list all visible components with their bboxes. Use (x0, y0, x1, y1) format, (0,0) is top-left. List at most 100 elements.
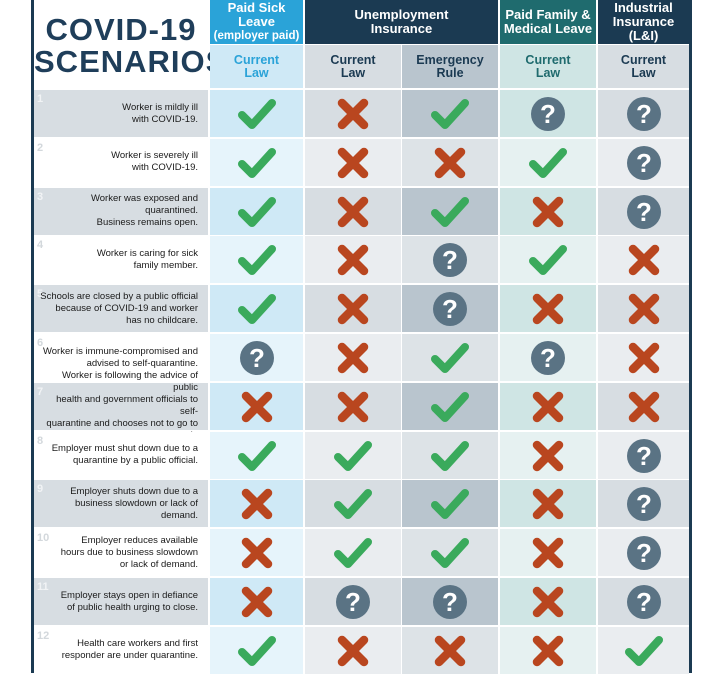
scenario-text: Employer shuts down due to a business slo… (38, 480, 198, 527)
svg-text:?: ? (345, 587, 361, 617)
header-psl-line-2: (employer paid) (213, 30, 300, 42)
question-icon: ? (624, 533, 664, 573)
status-cell (305, 334, 401, 381)
check-icon (430, 338, 470, 378)
status-cell (305, 285, 401, 333)
svg-text:?: ? (442, 294, 458, 324)
question-icon: ? (333, 582, 373, 622)
subheader-ui-emergency-line-2: Rule (436, 65, 464, 80)
check-icon (237, 94, 277, 134)
question-icon: ? (528, 338, 568, 378)
scenario-text-line: family member. (133, 259, 198, 271)
question-icon: ? (528, 94, 568, 134)
scenario-cell: 12 Health care workers and first responder… (34, 626, 208, 674)
status-cell (500, 431, 596, 479)
check-icon (333, 436, 373, 476)
scenario-text-line: Schools are closed by a public official (40, 290, 198, 302)
check-icon (430, 484, 470, 524)
status-cell (500, 480, 596, 528)
question-icon: ? (237, 338, 277, 378)
cross-icon (237, 387, 277, 427)
check-icon (528, 240, 568, 280)
status-cell: ? (598, 90, 689, 137)
scenario-number: 10 (37, 532, 50, 545)
check-icon (237, 436, 277, 476)
subheader-psl-current-law: Current Law (210, 45, 303, 88)
header-psl-line-1: Paid Sick Leave (227, 0, 286, 29)
scenario-number: 6 (37, 337, 44, 349)
header-ui-line-1: Unemployment (354, 7, 449, 22)
scenario-text-line: Business remains open. (96, 217, 198, 229)
scenario-cell: 9 Employer shuts down due to a business sl… (34, 480, 208, 528)
scenario-cell: 1 Worker is mildly ill with COVID-19. (34, 90, 208, 137)
check-icon (237, 240, 277, 280)
scenario-text-line: responder are under quarantine. (61, 650, 198, 662)
status-cell (598, 382, 689, 430)
scenario-number: 12 (37, 629, 50, 642)
cross-icon (237, 582, 277, 622)
scenario-text: Employer must shut down due to a quaranti… (38, 432, 198, 479)
subheader-ui-emergency-rule: Emergency Rule (402, 45, 498, 88)
cross-icon (333, 192, 373, 232)
scenario-text-line: Worker is following the advice of public (61, 370, 198, 394)
scenario-text-line: Employer stays open in defiance (60, 589, 198, 601)
status-cell (500, 285, 596, 333)
scenario-number: 2 (37, 141, 44, 154)
table-frame (31, 0, 692, 673)
question-icon: ? (624, 436, 664, 476)
subheader-li-line-1: Current (620, 52, 667, 67)
scenario-number: 11 (37, 581, 49, 593)
subheader-pfml-line-2: Law (535, 65, 561, 80)
scenario-text: Worker is immune-compromised and advised … (38, 334, 198, 381)
title-block: COVID-19 SCENARIOS (34, 0, 226, 88)
check-icon (430, 387, 470, 427)
subheader-ui-current-law: Current Law (305, 45, 401, 88)
question-icon: ? (624, 94, 664, 134)
cross-icon (528, 192, 568, 232)
cross-icon (333, 94, 373, 134)
scenario-text-line: Employer must shut down due to a (51, 443, 198, 455)
check-icon (430, 94, 470, 134)
scenario-text-line: advised to self-quarantine. (86, 357, 198, 369)
status-cell: ? (402, 578, 498, 625)
question-icon: ? (430, 582, 470, 622)
header-paid-family-medical-leave: Paid Family & Medical Leave (500, 0, 596, 44)
status-cell (402, 431, 498, 479)
status-cell (500, 578, 596, 625)
status-cell: ? (500, 334, 596, 381)
status-cell: ? (598, 187, 689, 235)
status-cell (402, 529, 498, 577)
cross-icon (528, 436, 568, 476)
status-cell: ? (598, 578, 689, 625)
check-icon (237, 289, 277, 329)
status-cell: ? (598, 480, 689, 528)
scenario-text-line: Worker is immune-compromised and (42, 345, 198, 357)
cross-icon (333, 631, 373, 671)
status-cell (598, 285, 689, 333)
subheader-ui-current-line-1: Current (330, 52, 376, 67)
subheader-pfml-current-law: Current Law (500, 45, 596, 88)
cross-icon (430, 631, 470, 671)
scenario-text: Health care workers and first responder a… (38, 627, 198, 674)
header-industrial-insurance: Industrial Insurance (L&I) (598, 0, 689, 44)
scenario-text-line: of public health urging to close. (67, 601, 198, 613)
cross-icon (528, 533, 568, 573)
status-cell (210, 138, 303, 186)
cross-icon (430, 143, 470, 183)
scenario-cell: 10 Employer reduces available hours due to… (34, 529, 208, 577)
status-cell (210, 90, 303, 137)
scenario-text-line: Worker is severely ill (111, 150, 198, 162)
svg-text:?: ? (540, 99, 556, 129)
status-cell: ? (402, 285, 498, 333)
scenario-number: 5 (37, 288, 44, 301)
status-cell (305, 187, 401, 235)
cross-icon (333, 143, 373, 183)
check-icon (430, 192, 470, 232)
header-li-line-2: Insurance (L&I) (612, 14, 675, 43)
question-icon: ? (624, 582, 664, 622)
header-pfml-line-1: Paid Family & (505, 7, 591, 22)
header-ui-line-2: Insurance (370, 21, 433, 36)
status-cell (210, 382, 303, 430)
question-icon: ? (624, 143, 664, 183)
status-cell (305, 480, 401, 528)
